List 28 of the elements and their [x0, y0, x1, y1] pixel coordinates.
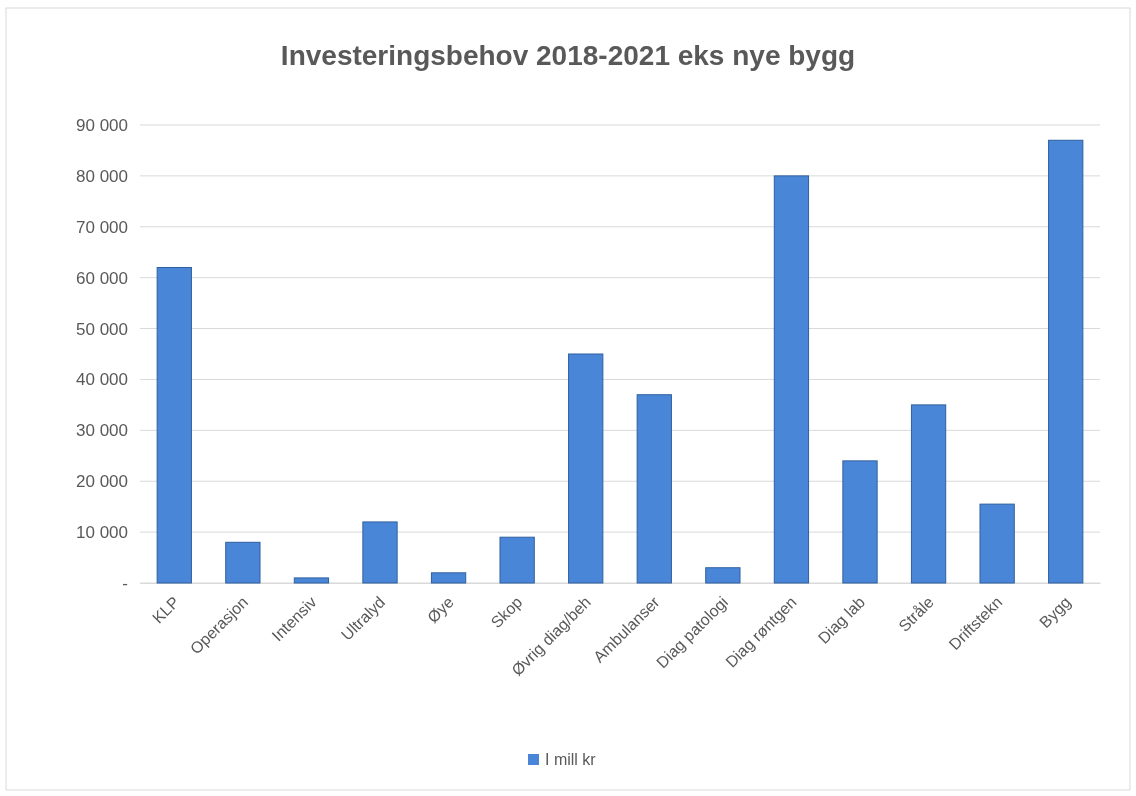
- y-tick-label: -: [122, 573, 128, 593]
- y-tick-label: 40 000: [76, 370, 128, 390]
- bar: [499, 536, 535, 584]
- bar: [910, 404, 947, 584]
- bar: [773, 175, 810, 584]
- bar: [430, 572, 467, 584]
- y-tick-label: 90 000: [76, 115, 128, 135]
- y-tick-label: 30 000: [76, 421, 128, 441]
- bar: [568, 353, 604, 584]
- legend-label: I mill kr: [545, 751, 597, 768]
- y-tick-label: 10 000: [76, 523, 128, 543]
- x-tick-label: KLP: [149, 593, 183, 627]
- bar: [979, 503, 1015, 584]
- bar: [636, 394, 672, 584]
- bar: [1048, 139, 1084, 584]
- bar: [842, 460, 878, 584]
- y-tick-label: 20 000: [76, 472, 128, 492]
- bar: [225, 541, 261, 584]
- y-tick-label: 60 000: [76, 268, 128, 288]
- bar: [362, 521, 398, 584]
- bar: [156, 266, 192, 584]
- x-tick-label: Øye: [424, 593, 457, 627]
- chart-title: Investeringsbehov 2018-2021 eks nye bygg: [280, 40, 856, 71]
- bar: [705, 567, 741, 584]
- bar: [293, 577, 330, 584]
- y-tick-label: 50 000: [76, 319, 128, 339]
- y-tick-label: 70 000: [76, 217, 128, 237]
- y-tick-label: 80 000: [76, 166, 128, 186]
